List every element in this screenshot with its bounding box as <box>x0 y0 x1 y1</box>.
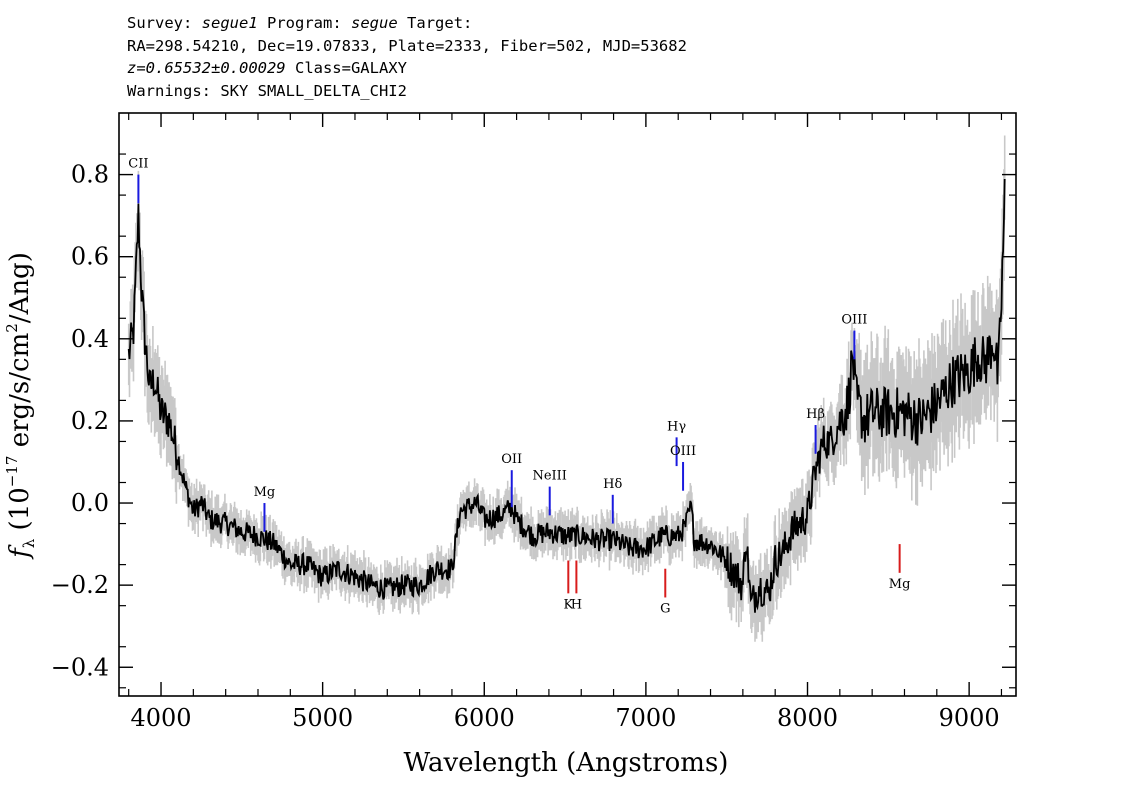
y-axis-label: fλ (10−17 erg/s/cm2/Ang) <box>3 252 38 560</box>
y-tick-label: 0.8 <box>71 161 109 189</box>
line-marker-label-cii: CII <box>128 157 148 172</box>
line-marker-label-k: K <box>563 597 573 612</box>
y-axis-label-units: erg/s/cm <box>5 333 35 448</box>
plot-frame <box>118 112 1017 697</box>
line-marker-label-hδ: Hδ <box>603 477 622 492</box>
plot-area: CII Mg OII NeIII Hδ Hγ OIII Hβ OIII KH G Mg <box>127 135 1006 642</box>
y-axis-label-end: /Ang) <box>5 252 35 323</box>
y-axis-label-square: 2 <box>3 323 21 333</box>
line-marker-label-hβ: Hβ <box>806 407 825 422</box>
y-tick-label: 0.6 <box>71 243 109 271</box>
header-line-redshift: z=0.65532±0.00029 Class=GALAXY <box>127 57 687 80</box>
y-axis-label-exponent: −17 <box>3 456 21 488</box>
line-marker-label-g: G <box>660 601 670 616</box>
x-tick-label: 9000 <box>939 704 1000 732</box>
line-marker-label-oiii: OIII <box>670 444 696 459</box>
y-axis-label-space2 <box>5 447 35 455</box>
program-label: Program: <box>267 14 342 32</box>
x-tick-label: 8000 <box>777 704 838 732</box>
y-axis-label-base: (10 <box>5 487 35 530</box>
program-value: segue <box>351 14 398 32</box>
line-marker-label-h: H <box>571 597 582 612</box>
y-axis-label-space <box>5 530 35 538</box>
x-axis-label: Wavelength (Angstroms) <box>404 748 729 778</box>
x-tick-label: 5000 <box>292 704 353 732</box>
target-label: Target: <box>407 14 473 32</box>
header-line-coords: RA=298.54210, Dec=19.07833, Plate=2333, … <box>127 36 687 55</box>
y-tick-label: −0.2 <box>51 571 109 599</box>
line-marker-label-hγ: Hγ <box>667 419 686 434</box>
line-marker-label-mg: Mg <box>254 485 276 500</box>
y-tick-label: −0.4 <box>51 653 109 681</box>
error-band <box>127 135 1006 642</box>
axes: 4000 5000 6000 7000 8000 9000 −0.4 −0.2 0.0 0.2 0.… <box>51 112 1017 732</box>
x-tick-label: 6000 <box>454 704 515 732</box>
plot-clipped-group <box>127 135 1006 642</box>
line-marker-label-mg: Mg <box>889 577 911 592</box>
class-value: Class=GALAXY <box>294 59 407 77</box>
line-marker-label-oii: OII <box>501 452 522 467</box>
y-tick-label: 0.4 <box>71 325 109 353</box>
survey-value: segue1 <box>201 14 258 32</box>
redshift-value: z=0.65532±0.00029 <box>127 59 286 77</box>
survey-label: Survey: <box>127 14 193 32</box>
spectrum-header: Survey: segue1 Program: segue Target: RA… <box>127 12 687 102</box>
x-tick-label: 4000 <box>130 704 191 732</box>
y-tick-label: 0.0 <box>71 489 109 517</box>
y-axis-label-subscript: λ <box>20 538 38 548</box>
line-marker-label-neiii: NeIII <box>532 469 566 484</box>
header-line-survey: Survey: segue1 Program: segue Target: <box>127 12 687 35</box>
spectrum-line <box>127 178 1006 613</box>
x-tick-label: 7000 <box>615 704 676 732</box>
line-marker-label-oiii: OIII <box>841 313 867 328</box>
header-line-warnings: Warnings: SKY SMALL_DELTA_CHI2 <box>127 81 407 100</box>
y-tick-label: 0.2 <box>71 407 109 435</box>
